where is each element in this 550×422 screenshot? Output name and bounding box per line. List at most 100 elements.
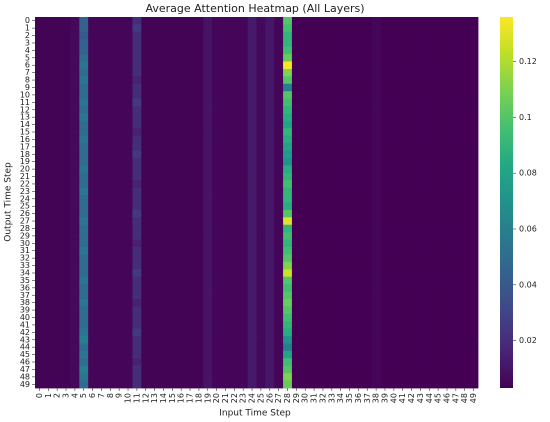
cell [141, 269, 151, 278]
cell [415, 232, 426, 240]
cell [398, 106, 408, 114]
cell [203, 46, 213, 55]
y-tick-label: 4 [25, 46, 30, 55]
cell [469, 298, 479, 307]
cell [150, 247, 160, 255]
cell [336, 269, 346, 278]
cell [247, 321, 257, 330]
cell [309, 365, 319, 374]
cell [61, 291, 71, 300]
cell [194, 298, 204, 307]
cell [451, 336, 461, 344]
cell [150, 31, 160, 40]
cell [238, 17, 249, 25]
cell [442, 39, 452, 48]
cell [469, 180, 479, 189]
cell [300, 224, 311, 233]
cell [176, 373, 187, 381]
cell [167, 350, 178, 359]
cell [176, 291, 187, 300]
cell [150, 143, 160, 151]
cell [442, 31, 452, 40]
cell [362, 39, 373, 48]
cell [469, 291, 479, 300]
cell [309, 254, 319, 263]
cell [265, 321, 275, 330]
cell [132, 239, 142, 248]
cell [79, 17, 89, 25]
cell [167, 232, 178, 240]
cell [389, 165, 399, 174]
cell [70, 76, 80, 85]
cell [415, 39, 426, 48]
cell [362, 373, 373, 381]
cell [88, 157, 98, 166]
cell [380, 202, 390, 211]
cell [212, 46, 222, 55]
cell [415, 328, 426, 337]
cell [70, 269, 80, 278]
cell [43, 157, 54, 166]
cell [97, 373, 107, 381]
cell [247, 328, 257, 337]
cell [265, 350, 275, 359]
cell [132, 106, 142, 114]
cell [61, 91, 71, 100]
x-tick-label: 11 [132, 393, 141, 403]
cell [247, 172, 257, 181]
cell [88, 247, 98, 255]
cell [451, 291, 461, 300]
cell [238, 343, 249, 352]
cell [389, 291, 399, 300]
cell [35, 157, 45, 166]
cell [238, 239, 249, 248]
cell [442, 365, 452, 374]
cell [415, 239, 426, 248]
cell [123, 284, 133, 292]
cell [362, 195, 373, 203]
cell [442, 98, 452, 107]
cell [43, 224, 54, 233]
cell [407, 298, 417, 307]
cell [43, 17, 54, 25]
cell [415, 247, 426, 255]
cell [114, 239, 124, 248]
cell [336, 165, 346, 174]
cell [61, 61, 71, 70]
cell [203, 165, 213, 174]
cell [469, 328, 479, 337]
cell [389, 39, 399, 48]
cell [212, 261, 222, 270]
cell [256, 276, 266, 285]
cell [105, 172, 116, 181]
cell [203, 232, 213, 240]
cell [415, 68, 426, 77]
cell [43, 39, 54, 48]
cell [256, 143, 266, 151]
cell [389, 172, 399, 181]
cell [300, 68, 311, 77]
cell [265, 106, 275, 114]
cell [79, 313, 89, 322]
cell [371, 217, 381, 226]
cell [212, 135, 222, 144]
cell [221, 165, 231, 174]
cell [327, 17, 337, 25]
cell [442, 291, 452, 300]
cell [318, 91, 328, 100]
cell [105, 61, 116, 70]
cell [433, 328, 443, 337]
cell [300, 276, 311, 285]
cell [123, 143, 133, 151]
cell [247, 373, 257, 381]
y-tick-label: 35 [20, 276, 30, 285]
cell [291, 76, 302, 85]
cell [362, 328, 373, 337]
cell [362, 157, 373, 166]
cell [283, 46, 293, 55]
cell [70, 17, 80, 25]
cell [424, 46, 435, 55]
cell [398, 91, 408, 100]
cell [88, 150, 98, 159]
cell [61, 306, 71, 315]
